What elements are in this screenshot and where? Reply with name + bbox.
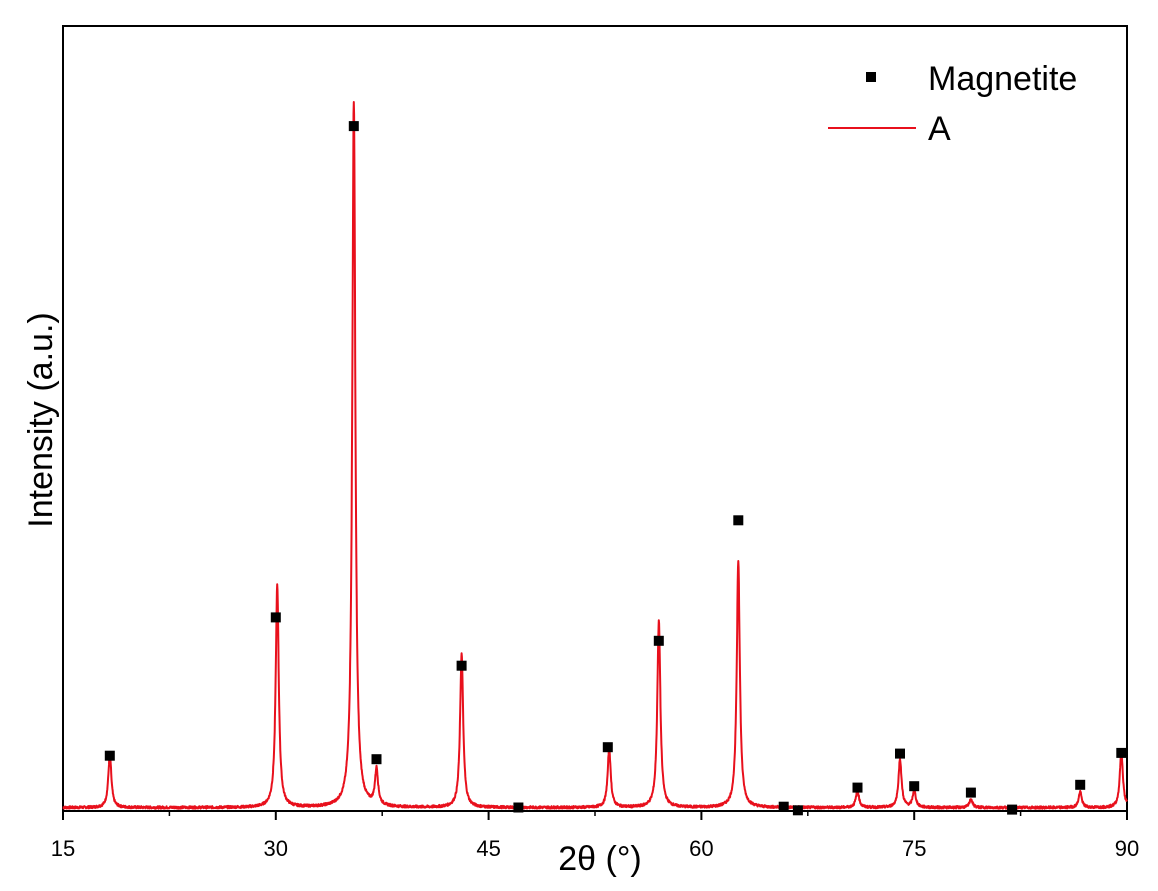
magnetite-marker [965, 787, 976, 798]
legend-magnetite-label: Magnetite [928, 60, 1077, 98]
magnetite-marker [371, 754, 382, 765]
legend: Magnetite A [828, 60, 1077, 148]
series-a-line-group [62, 101, 1128, 810]
magnetite-marker [1007, 804, 1018, 815]
plot-area [62, 25, 1128, 812]
x-tick-label: 45 [476, 836, 500, 861]
y-axis-title: Intensity (a.u.) [22, 312, 60, 527]
magnetite-marker [792, 805, 803, 816]
legend-magnetite-marker [866, 72, 876, 82]
x-tick-label: 30 [264, 836, 288, 861]
magnetite-markers-group [104, 121, 1127, 816]
magnetite-marker [270, 612, 281, 623]
magnetite-marker [1075, 779, 1086, 790]
magnetite-marker [895, 748, 905, 759]
x-axis-title: 2θ (°) [558, 840, 642, 878]
magnetite-marker [653, 635, 664, 646]
magnetite-marker [778, 801, 789, 812]
x-axis-ticks: 15 30 45 60 75 90 [51, 811, 1139, 861]
magnetite-marker [852, 782, 863, 793]
magnetite-marker [348, 121, 359, 132]
legend-a-label: A [928, 110, 951, 148]
magnetite-marker [513, 802, 524, 813]
magnetite-marker [104, 750, 115, 761]
x-tick-label: 75 [902, 836, 926, 861]
x-tick-label: 60 [689, 836, 713, 861]
series-a-line [62, 101, 1128, 810]
magnetite-marker [733, 515, 744, 526]
magnetite-marker [456, 660, 467, 671]
magnetite-marker [602, 742, 613, 753]
magnetite-marker [1116, 747, 1127, 758]
x-tick-label: 90 [1115, 836, 1139, 861]
x-tick-label: 15 [51, 836, 75, 861]
magnetite-marker [909, 781, 920, 792]
